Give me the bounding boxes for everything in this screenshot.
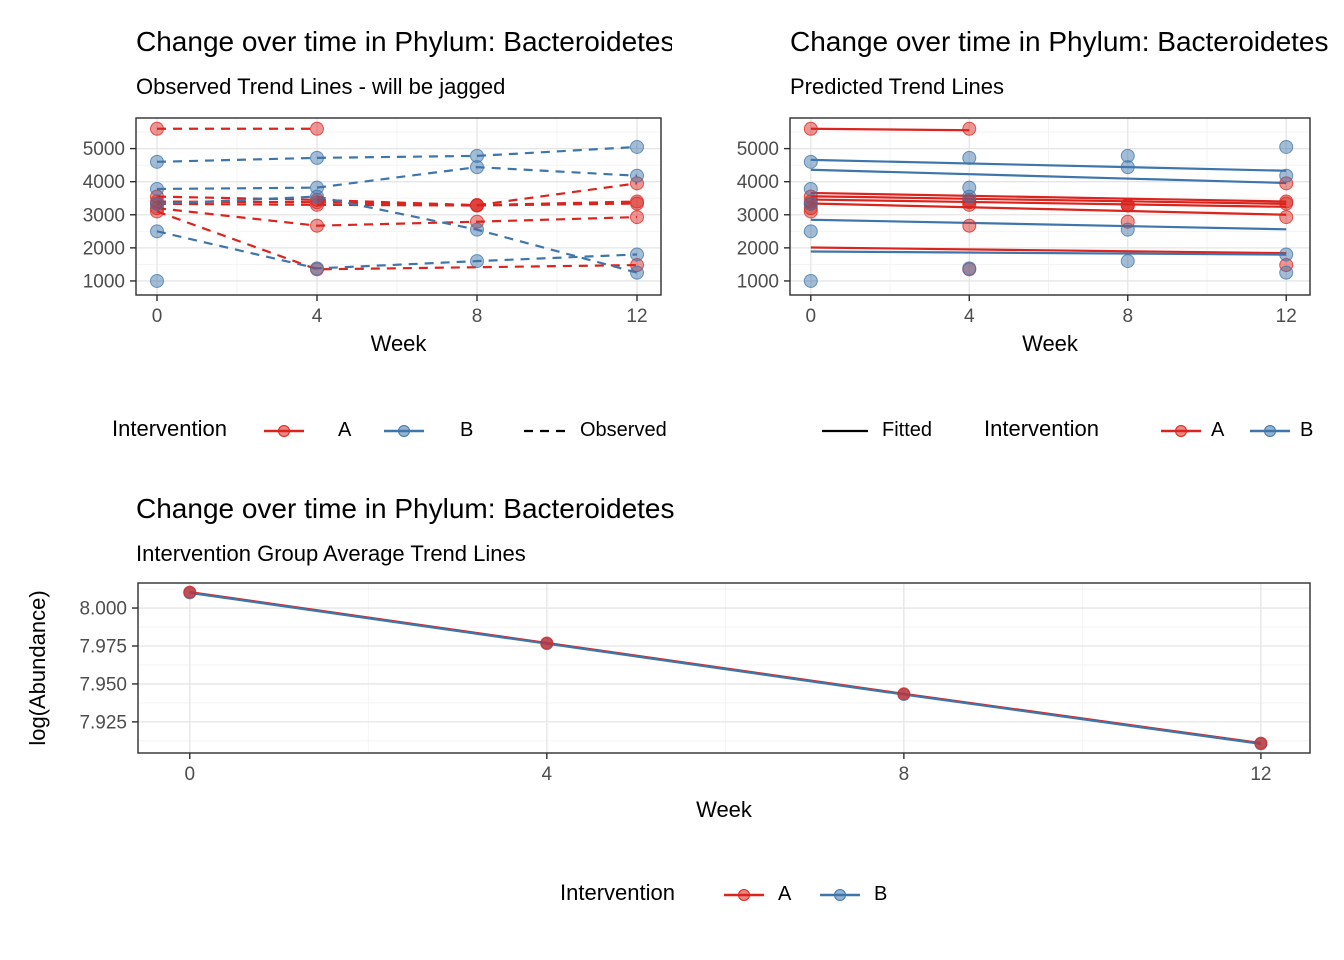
chart-average-subtitle: Intervention Group Average Trend Lines: [136, 541, 526, 566]
svg-text:1000: 1000: [83, 271, 125, 292]
average-legend-label-a: A: [778, 883, 792, 905]
average-plot-area: 0 4 8 12 7.925 7.950 7.975 8.000: [79, 582, 1311, 785]
svg-text:3000: 3000: [83, 205, 125, 226]
fitted-x-axis-label: Week: [1022, 331, 1078, 356]
svg-text:4: 4: [542, 764, 553, 785]
svg-text:2000: 2000: [83, 238, 125, 259]
fitted-legend-title: Intervention: [984, 416, 1099, 441]
chart-observed: Change over time in Phylum: Bacteroidete…: [0, 0, 672, 465]
svg-text:1000: 1000: [737, 271, 779, 292]
dashed-line-key-icon: [524, 429, 570, 433]
fitted-plot-area: 0 4 8 12 1000 2000 3000 4000 5000: [737, 117, 1311, 327]
svg-text:0: 0: [184, 764, 195, 785]
average-legend-title: Intervention: [560, 880, 675, 905]
fitted-legend-label-b: B: [1300, 419, 1314, 441]
solid-line-key-icon: [822, 429, 868, 433]
observed-legend-label-a: A: [338, 419, 352, 441]
legend-key-b-icon: [820, 889, 860, 901]
chart-observed-title: Change over time in Phylum: Bacteroidete…: [136, 26, 672, 57]
legend-key-b-icon: [1250, 425, 1290, 437]
svg-text:12: 12: [626, 306, 647, 327]
fitted-legend-label-a: A: [1211, 419, 1225, 441]
svg-text:0: 0: [806, 306, 817, 327]
observed-legend-label-b: B: [460, 419, 474, 441]
average-legend-label-b: B: [874, 883, 888, 905]
fitted-legend: Fitted Intervention A B: [654, 414, 1344, 448]
svg-text:8: 8: [899, 764, 910, 785]
svg-text:7.925: 7.925: [79, 712, 127, 733]
svg-text:4000: 4000: [83, 172, 125, 193]
svg-text:5000: 5000: [83, 139, 125, 160]
chart-fitted-subtitle: Predicted Trend Lines: [790, 74, 1005, 99]
chart-fitted: Change over time in Phylum: Bacteroidete…: [654, 0, 1344, 465]
chart-average-title: Change over time in Phylum: Bacteroidete…: [136, 493, 675, 524]
svg-text:8: 8: [1122, 306, 1133, 327]
svg-text:7.975: 7.975: [79, 636, 127, 657]
fitted-linetype-label: Fitted: [882, 419, 933, 441]
svg-text:4000: 4000: [737, 172, 779, 193]
svg-text:12: 12: [1250, 764, 1271, 785]
legend-key-b-icon: [384, 425, 424, 437]
legend-key-a-icon: [264, 425, 304, 437]
svg-text:12: 12: [1276, 306, 1297, 327]
svg-text:5000: 5000: [737, 139, 779, 160]
observed-linetype-label: Observed: [580, 419, 667, 441]
chart-average: Change over time in Phylum: Bacteroidete…: [0, 465, 1344, 960]
svg-text:4: 4: [964, 306, 975, 327]
average-x-axis-label: Week: [696, 797, 752, 822]
chart-fitted-title: Change over time in Phylum: Bacteroidete…: [790, 26, 1329, 57]
observed-legend-title: Intervention: [112, 416, 227, 441]
svg-text:3000: 3000: [737, 205, 779, 226]
legend-key-a-icon: [724, 889, 764, 901]
legend-key-a-icon: [1161, 425, 1201, 437]
observed-plot-area: 0 4 8 12 1000 2000 3000 4000 5000: [83, 117, 662, 327]
svg-text:4: 4: [312, 306, 323, 327]
average-legend: Intervention A B: [0, 878, 1344, 912]
svg-text:7.950: 7.950: [79, 674, 127, 695]
svg-text:2000: 2000: [737, 238, 779, 259]
svg-text:0: 0: [152, 306, 163, 327]
svg-text:8: 8: [472, 306, 483, 327]
observed-legend: Intervention A B Observed: [0, 414, 672, 448]
svg-text:8.000: 8.000: [79, 599, 127, 620]
observed-x-axis-label: Week: [370, 331, 427, 356]
chart-observed-subtitle: Observed Trend Lines - will be jagged: [136, 74, 506, 99]
